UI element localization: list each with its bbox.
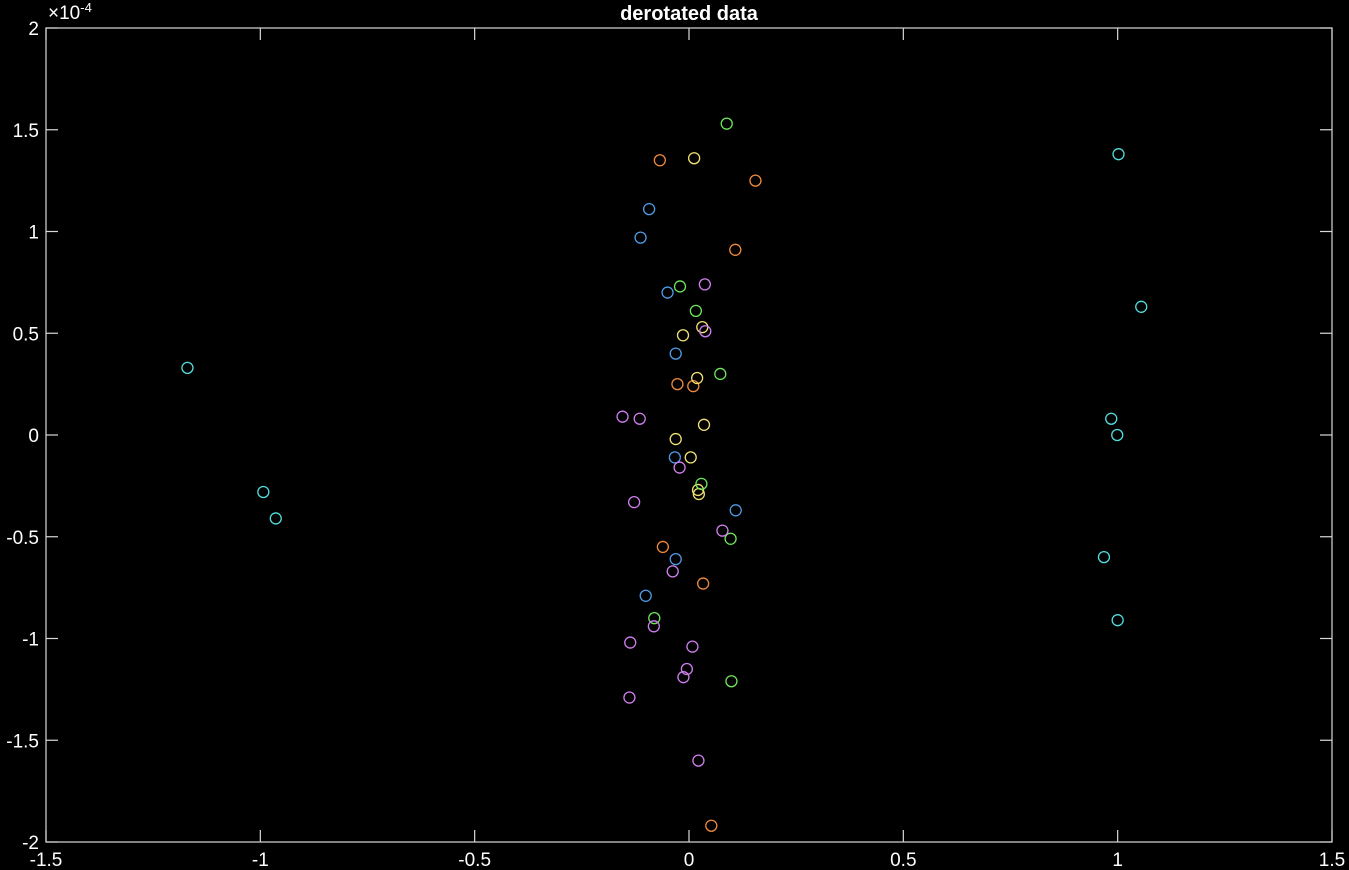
y-tick-labels: -2 -1.5 -1 -0.5 0 0.5 1 1.5 2 <box>6 19 39 854</box>
data-point <box>1111 428 1124 442</box>
data-point <box>673 280 687 293</box>
data-point <box>269 512 282 525</box>
x-tick-label: -1.5 <box>30 850 63 870</box>
data-point <box>699 325 712 338</box>
data-point <box>673 461 686 474</box>
data-point <box>669 552 682 566</box>
axis-ticks <box>45 27 1333 843</box>
data-point <box>695 477 708 490</box>
x-tick-label: 0.5 <box>890 850 916 870</box>
data-point <box>729 504 742 517</box>
data-point <box>671 377 684 391</box>
data-point <box>749 174 762 187</box>
data-point <box>624 636 637 649</box>
data-point <box>687 152 701 165</box>
y-tick-label: -0.5 <box>6 528 39 549</box>
data-point <box>676 329 690 342</box>
data-point <box>729 243 742 256</box>
data-point <box>680 662 694 676</box>
data-point <box>692 754 705 767</box>
series-0 <box>181 148 1148 627</box>
data-point <box>639 589 652 602</box>
y-tick-label: 1 <box>28 223 39 244</box>
data-point <box>1111 614 1124 627</box>
data-point <box>1112 148 1125 161</box>
data-point <box>642 202 656 216</box>
data-point <box>633 412 646 425</box>
x-tick-label: -0.5 <box>458 850 491 870</box>
data-point <box>616 410 629 423</box>
data-point <box>669 432 682 446</box>
data-point <box>698 278 712 291</box>
x-tick-label: 1 <box>1112 850 1123 870</box>
y-tick-label: -1 <box>22 630 39 651</box>
data-point <box>181 361 194 374</box>
data-point <box>687 380 700 393</box>
series-5 <box>616 278 729 767</box>
y-tick-label: 0 <box>28 426 39 447</box>
data-point <box>716 524 729 537</box>
data-point <box>684 451 697 464</box>
chart-title: derotated data <box>620 3 759 25</box>
data-point <box>666 565 679 578</box>
data-point <box>669 347 682 360</box>
data-point <box>724 532 737 545</box>
data-point <box>1105 412 1118 425</box>
y-tick-label: 0.5 <box>13 324 39 345</box>
x-tick-labels: -1.5 -1 -0.5 0 0.5 1 1.5 <box>30 850 1346 870</box>
data-point <box>661 286 674 299</box>
y-tick-label: -1.5 <box>6 731 39 752</box>
y-exponent-label: ×10-4 <box>48 0 92 24</box>
data-point <box>668 451 682 464</box>
data-point <box>634 231 647 244</box>
data-point <box>623 691 636 704</box>
x-tick-label: 0 <box>684 850 695 870</box>
data-point <box>656 540 670 554</box>
data-point <box>697 418 711 431</box>
series-3 <box>669 152 711 501</box>
y-tick-label: 2 <box>28 19 39 40</box>
data-point <box>686 640 699 653</box>
x-tick-label: -1 <box>252 850 269 870</box>
data-point <box>677 671 690 684</box>
data-points <box>181 117 1148 832</box>
data-point <box>1135 300 1148 313</box>
data-point <box>653 154 667 167</box>
series-1 <box>634 202 742 602</box>
y-exponent-base: ×10 <box>48 3 80 24</box>
data-point <box>696 320 709 334</box>
series-2 <box>653 154 762 832</box>
x-tick-label: 1.5 <box>1319 850 1345 870</box>
y-tick-label: -2 <box>22 833 39 854</box>
data-point <box>647 620 660 633</box>
data-point <box>705 819 718 832</box>
data-point <box>725 675 738 688</box>
data-point <box>691 483 705 497</box>
data-point <box>696 577 710 590</box>
y-exponent-power: -4 <box>80 0 92 15</box>
data-point <box>627 496 641 509</box>
data-point <box>720 117 733 130</box>
y-tick-label: 1.5 <box>13 121 39 142</box>
data-point <box>714 367 727 381</box>
data-point <box>690 371 704 385</box>
series-4 <box>648 117 738 688</box>
data-point <box>257 485 270 499</box>
data-point <box>1097 550 1111 564</box>
data-point <box>648 612 661 625</box>
data-point <box>689 304 703 318</box>
